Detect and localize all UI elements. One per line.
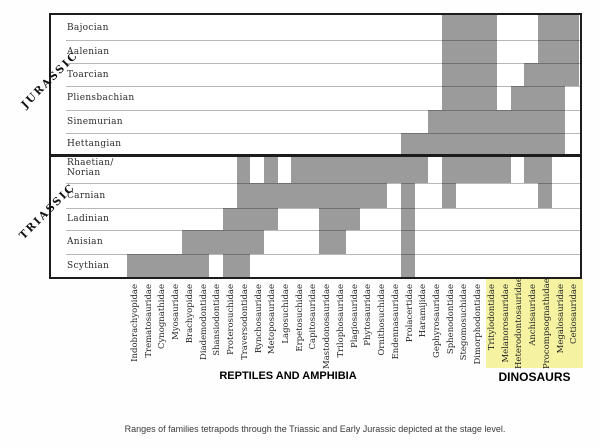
stage-label: Toarcian — [67, 69, 109, 80]
stage-separator-line — [66, 86, 580, 87]
stage-separator-line — [66, 110, 580, 111]
family-label: Brachyopidae — [184, 284, 195, 344]
range-bar — [168, 254, 182, 277]
family-label: Traversodontidae — [239, 284, 250, 360]
range-bar — [455, 15, 470, 183]
family-label: Lagosuchidae — [280, 284, 291, 344]
range-bar — [318, 155, 333, 254]
range-bar — [346, 155, 360, 230]
stage-separator-line — [66, 40, 580, 41]
family-label: Tritylodontidae — [486, 284, 497, 351]
stage-label: Hettangian — [67, 139, 122, 149]
family-label: Cetiosauridae — [569, 284, 580, 345]
bars-layer — [51, 15, 580, 277]
stage-label-layer: Bajocian Aalenian Toarcian Pliensbachian Sin… — [17, 15, 580, 277]
family-label: Anchisauridae — [528, 284, 539, 346]
family-label: Sphenodontidae — [445, 284, 456, 355]
range-bar — [496, 110, 511, 183]
family-label: Metoposauridae — [267, 284, 278, 355]
range-bar — [428, 110, 443, 155]
range-bar — [291, 155, 306, 208]
range-bar — [359, 155, 374, 208]
period-label-triassic: TRIASSIC — [17, 181, 78, 242]
stage-separator-line — [66, 208, 580, 209]
range-bar — [400, 133, 415, 277]
family-label: Erpetosuchidae — [294, 284, 305, 352]
family-label: Stegomosuchidae — [459, 284, 470, 361]
range-bar — [469, 15, 484, 183]
range-chart: Bajocian Aalenian Toarcian Pliensbachian Sin… — [17, 13, 582, 279]
range-bar — [373, 155, 388, 208]
dinosaurs-highlight-box — [486, 279, 583, 368]
range-bar — [510, 86, 525, 155]
range-bar — [483, 15, 497, 183]
figure-caption: Ranges of families tetrapods through the… — [124, 424, 506, 434]
stage-label: Sinemurian — [67, 116, 123, 127]
family-label: Mastodonosauridae — [322, 283, 333, 369]
range-bar — [154, 254, 169, 277]
range-bar — [209, 230, 223, 254]
family-label: Haramijidae — [418, 284, 429, 338]
range-bar — [222, 208, 237, 277]
stage-label: Pliensbachian — [67, 93, 135, 103]
range-bar — [140, 254, 155, 277]
family-label: Megalosauridae — [555, 284, 566, 354]
period-label-jurassic: JURASSIC — [19, 49, 81, 111]
family-label: Rynchosauridae — [253, 284, 264, 354]
stage-separator-line — [66, 63, 580, 64]
family-label: Melanorosauridae — [500, 284, 511, 363]
section-label-dinosaurs: DINOSAURS — [498, 370, 571, 384]
range-bar — [250, 183, 264, 254]
stage-separator-line — [66, 183, 580, 184]
stage-separator-line — [66, 254, 580, 255]
family-label: Prolacertidae — [404, 284, 415, 343]
family-label: Dimorphodontidae — [473, 284, 484, 365]
stage-label: Bajocian — [67, 22, 109, 33]
stage-separator-line — [66, 133, 580, 134]
family-label: Diademodontidae — [198, 284, 209, 360]
family-label: Cynognathidae — [157, 284, 168, 350]
range-bar — [263, 155, 278, 230]
family-label: Phytosauridae — [363, 284, 374, 346]
range-bar — [332, 155, 347, 254]
stage-label: Rhaetian/ Norian — [67, 158, 114, 178]
range-bar — [305, 155, 319, 208]
range-bar — [236, 155, 251, 277]
family-label: Procompsognathidae — [541, 278, 552, 369]
range-bar — [551, 15, 566, 155]
family-label: Endennasauridae — [390, 284, 401, 360]
family-label: Myosauridae — [171, 284, 182, 340]
family-label: Trematosauridae — [143, 284, 154, 358]
grid-layer — [51, 15, 580, 277]
family-label: Heterodontosauridae — [514, 277, 525, 369]
family-label: Trilophosauridae — [335, 284, 346, 358]
stage-label: Anisian — [67, 237, 103, 247]
range-bar — [181, 230, 196, 277]
family-label: Proterosuchidae — [226, 284, 237, 355]
family-label: Ornithosuchidae — [377, 284, 388, 356]
family-label: Gephyrosauridae — [431, 284, 442, 358]
stage-label: Ladinian — [67, 214, 110, 224]
range-bar — [127, 254, 141, 277]
period-divider-line — [51, 154, 580, 157]
stage-separator-line — [66, 230, 580, 231]
range-bar — [414, 133, 429, 183]
family-label: Plagiosauridae — [349, 284, 360, 349]
range-bar — [387, 155, 401, 183]
stage-label: Aalenian — [67, 46, 110, 57]
stage-label: Carnian — [67, 190, 106, 201]
range-bar — [565, 15, 579, 86]
range-bar — [277, 183, 292, 208]
range-bar — [524, 63, 538, 183]
stage-label: Scythian — [67, 260, 110, 271]
range-bar — [195, 230, 210, 277]
family-label: Shansiodontidae — [212, 284, 223, 356]
range-bar — [442, 15, 456, 208]
family-label: Indobrachyopidae — [130, 284, 140, 362]
range-bar — [537, 15, 552, 208]
section-label-reptiles: REPTILES AND AMPHIBIA — [219, 370, 357, 382]
family-label: Capitosauridae — [308, 284, 319, 350]
